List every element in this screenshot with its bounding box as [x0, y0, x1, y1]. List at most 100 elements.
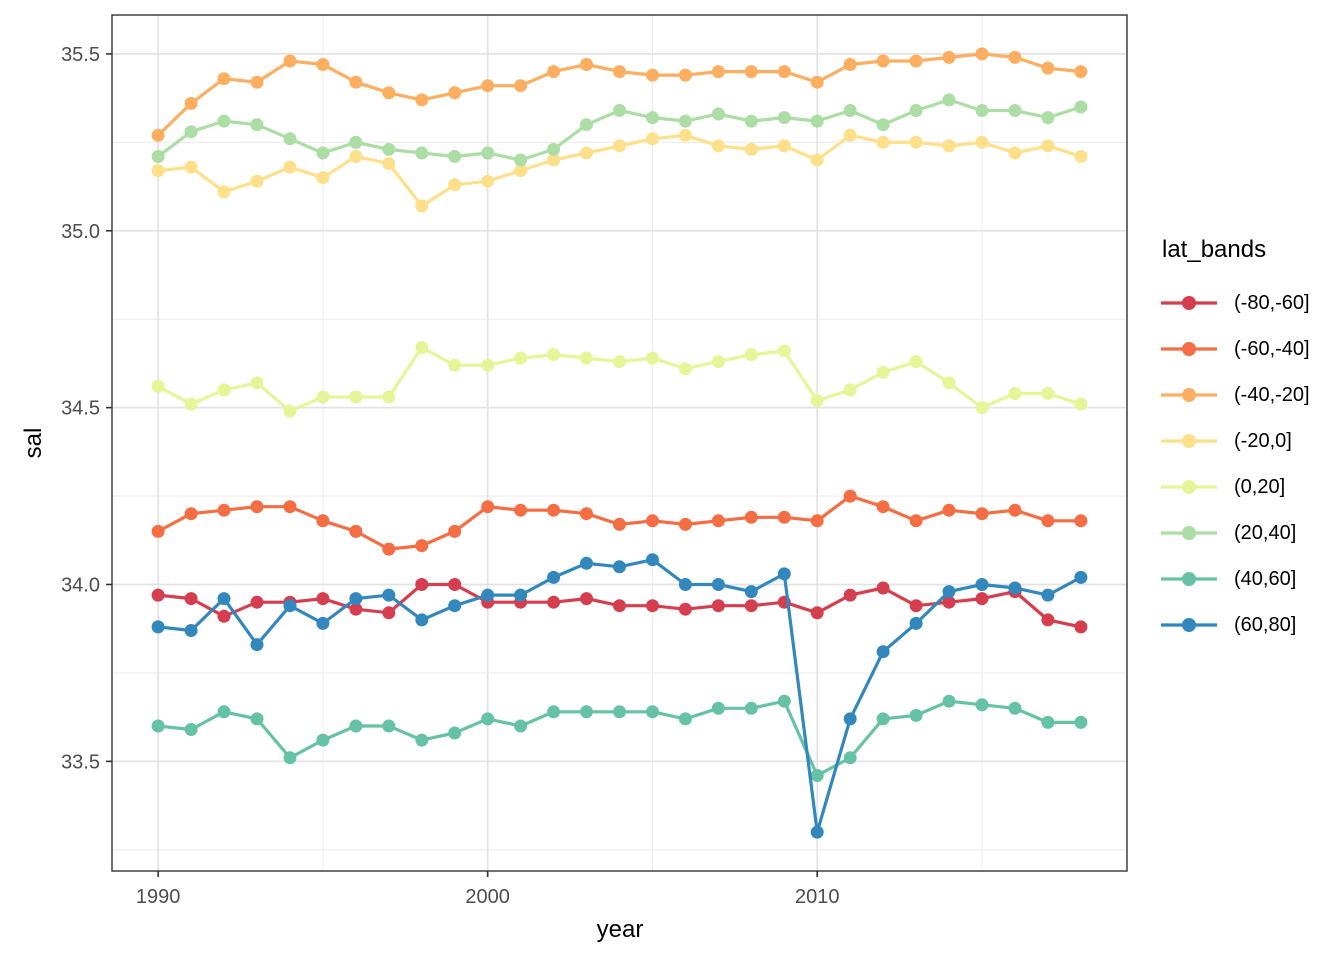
legend-label: (60,80] — [1234, 613, 1297, 636]
data-point — [744, 142, 758, 156]
data-point — [843, 128, 857, 142]
data-point — [744, 510, 758, 524]
data-point — [547, 142, 561, 156]
data-point — [1008, 387, 1022, 400]
data-point — [843, 104, 857, 117]
data-point — [151, 719, 165, 733]
data-point — [843, 712, 857, 726]
data-point — [613, 355, 626, 369]
data-point — [349, 592, 363, 606]
data-point — [283, 404, 297, 418]
data-point — [184, 160, 198, 174]
data-point — [580, 118, 593, 132]
data-point — [777, 510, 791, 524]
data-point — [942, 694, 956, 708]
legend-items: (-80,-60] (-60,-40] (-40,-20] (-20,0] (0,20]… — [1160, 280, 1310, 648]
y-axis-tick-label: 35.0 — [61, 221, 100, 243]
data-point — [678, 712, 692, 726]
data-point — [646, 599, 659, 613]
data-point — [810, 75, 824, 89]
data-point — [217, 185, 231, 199]
y-axis-title: sal — [20, 427, 47, 459]
data-point — [481, 712, 495, 726]
data-point — [1041, 387, 1055, 400]
data-point — [876, 500, 890, 514]
data-point — [975, 507, 989, 521]
data-point — [843, 588, 857, 602]
legend-label: (-20,0] — [1234, 429, 1292, 452]
data-point — [613, 104, 626, 117]
data-point — [1041, 514, 1055, 528]
data-point — [316, 616, 330, 630]
data-point — [942, 139, 956, 153]
data-point — [678, 128, 692, 142]
data-point — [613, 705, 626, 719]
data-point — [217, 114, 231, 128]
data-point — [1041, 588, 1055, 602]
data-point — [777, 111, 791, 125]
data-point — [975, 698, 989, 712]
legend: lat_bands (-80,-60] (-60,-40] (-40,-20] (-2… — [1160, 236, 1310, 648]
data-point — [250, 376, 264, 390]
data-point — [283, 751, 297, 765]
data-point — [678, 578, 692, 591]
data-point — [382, 542, 396, 556]
x-axis-title: year — [596, 916, 644, 943]
data-point — [184, 592, 198, 606]
data-point — [415, 341, 429, 354]
data-point — [909, 616, 923, 630]
data-point — [678, 362, 692, 376]
x-axis-tick-label: 2010 — [795, 886, 840, 908]
data-point — [646, 132, 659, 146]
legend-key-icon — [1161, 526, 1217, 540]
data-point — [283, 132, 297, 146]
data-point — [547, 348, 561, 362]
data-point — [217, 592, 231, 606]
data-point — [547, 705, 561, 719]
data-point — [711, 578, 725, 591]
data-point — [876, 645, 890, 659]
chart-panel — [112, 15, 1127, 871]
data-point — [744, 585, 758, 599]
data-point — [184, 96, 198, 110]
data-point — [448, 578, 462, 591]
data-point — [382, 606, 396, 620]
data-point — [843, 383, 857, 397]
data-point — [1008, 503, 1022, 517]
panel-border — [111, 14, 1128, 872]
data-point — [547, 153, 561, 167]
data-point — [580, 592, 593, 606]
data-point — [184, 723, 198, 736]
data-point — [316, 146, 330, 160]
data-point — [744, 701, 758, 715]
data-point — [678, 68, 692, 82]
data-point — [382, 157, 396, 171]
data-point — [349, 390, 363, 404]
data-point — [349, 135, 363, 149]
data-point — [316, 390, 330, 404]
data-point — [1008, 581, 1022, 595]
data-point — [382, 719, 396, 733]
data-point — [250, 500, 264, 514]
data-point — [711, 65, 725, 79]
data-point — [184, 507, 198, 521]
data-point — [250, 595, 264, 609]
data-point — [1008, 50, 1022, 64]
data-point — [151, 524, 165, 538]
data-point — [184, 624, 198, 637]
legend-key-icon — [1161, 388, 1217, 402]
data-point — [810, 114, 824, 128]
data-point — [810, 769, 824, 782]
data-point — [909, 599, 923, 613]
legend-key-icon — [1161, 296, 1217, 310]
data-point — [613, 560, 626, 574]
data-point — [1074, 65, 1088, 79]
data-point — [876, 135, 890, 149]
data-point — [1041, 111, 1055, 125]
data-point — [415, 578, 429, 591]
data-point — [1041, 139, 1055, 153]
legend-item: (-80,-60] — [1160, 280, 1310, 326]
data-point — [481, 79, 495, 93]
legend-label: (-40,-20] — [1234, 383, 1310, 406]
data-point — [547, 503, 561, 517]
